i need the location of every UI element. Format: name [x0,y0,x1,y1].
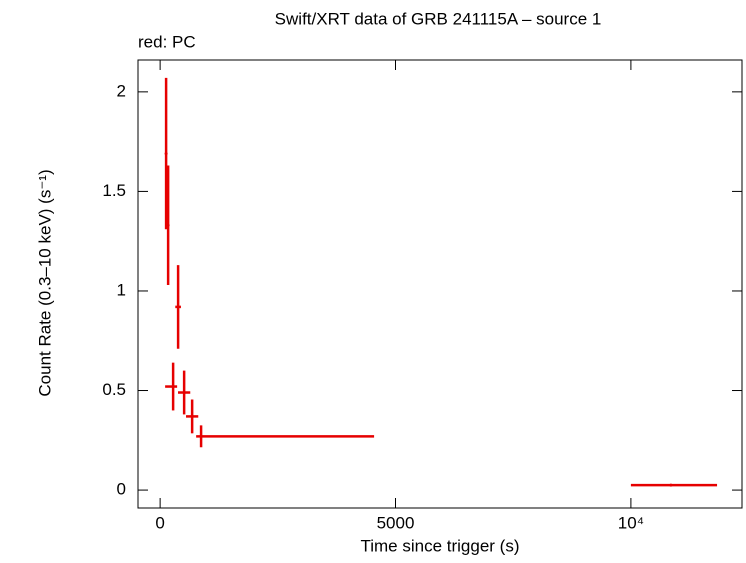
y-tick-label: 2 [117,81,126,100]
chart-subtitle: red: PC [138,32,196,51]
y-tick-label: 1.5 [102,181,126,200]
x-tick-label: 10⁴ [618,513,644,532]
x-tick-label: 0 [155,513,164,532]
data-point [176,305,180,309]
data-point [669,483,673,487]
x-tick-label: 5000 [377,513,415,532]
data-point [199,434,203,438]
data-point [164,152,168,156]
chart-title: Swift/XRT data of GRB 241115A – source 1 [275,9,602,28]
y-axis-label: Count Rate (0.3–10 keV) (s⁻¹) [35,169,54,396]
data-point [182,391,186,395]
y-tick-label: 0 [117,480,126,499]
x-axis-label: Time since trigger (s) [360,536,519,555]
data-point [190,414,194,418]
data-point [171,385,175,389]
y-tick-label: 1 [117,280,126,299]
data-point [166,223,170,227]
plot-frame [137,59,743,509]
y-tick-label: 0.5 [102,380,126,399]
